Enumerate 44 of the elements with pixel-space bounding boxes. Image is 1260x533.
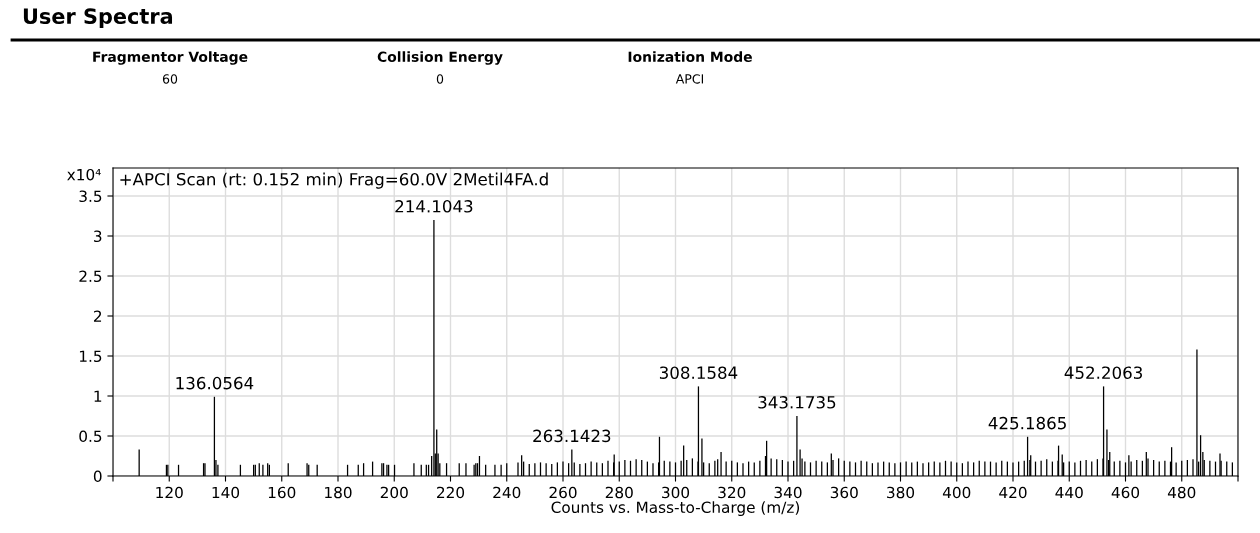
chart-title: User Spectra: [23, 8, 173, 29]
annotation: 452.2063: [1064, 366, 1143, 379]
x-tick-label: 180: [325, 486, 352, 499]
x-tick-label: 300: [662, 486, 690, 499]
text: Fragmentor Voltage: [93, 51, 248, 65]
x-tick-label: 160: [268, 486, 296, 499]
x-tick-label: 400: [942, 486, 971, 499]
x-tick-label: 140: [212, 486, 240, 499]
text: 60: [162, 74, 178, 84]
y-tick-label: 0.5: [79, 430, 102, 443]
x-tick-label: 260: [549, 486, 577, 499]
chart-subtitle: +APCI Scan (rt: 0.152 min) Frag=60.0V 2Metil4FA.d: [120, 172, 548, 189]
x-tick-label: 280: [605, 486, 633, 499]
y-tick-label: 3: [94, 230, 102, 243]
x-tick-label: 220: [437, 486, 465, 499]
text: Ionization Mode: [628, 51, 752, 63]
annotation: 136.0564: [176, 376, 254, 390]
annotation: 263.1423: [533, 429, 611, 443]
annotation: 343.1735: [758, 396, 836, 409]
x-tick-label: 480: [1167, 486, 1196, 499]
x-tick-label: 320: [718, 486, 746, 499]
x-tick-label: 240: [493, 486, 521, 499]
x-tick-label: 440: [1055, 486, 1083, 499]
x-tick-label: 380: [887, 486, 915, 499]
x-tick-label: 460: [1111, 486, 1140, 499]
text: APCI: [675, 74, 704, 84]
x-tick-label: 120: [156, 486, 183, 499]
x-tick-label: 420: [999, 486, 1027, 499]
annotation: 214.1043: [395, 200, 473, 213]
y-tick-label: 2.5: [79, 270, 102, 283]
annotation: 425.1865: [988, 416, 1066, 430]
y-tick-label: 1: [94, 390, 102, 402]
x-tick-label: 340: [774, 486, 802, 499]
x-axis-title: Counts vs. Mass-to-Charge (m/z): [551, 501, 800, 516]
y-tick-label: 1.5: [79, 350, 102, 363]
y-tick-label: 0: [93, 470, 102, 483]
text: Collision Energy: [377, 51, 503, 65]
x-tick-label: 200: [380, 486, 408, 499]
text: 0: [436, 74, 444, 84]
x-tick-label: 360: [830, 486, 858, 499]
y-tick-label: 2: [93, 310, 102, 322]
y-axis-title: x10⁴: [67, 168, 101, 181]
y-tick-label: 3.5: [79, 190, 102, 203]
annotation: 308.1584: [659, 366, 738, 379]
